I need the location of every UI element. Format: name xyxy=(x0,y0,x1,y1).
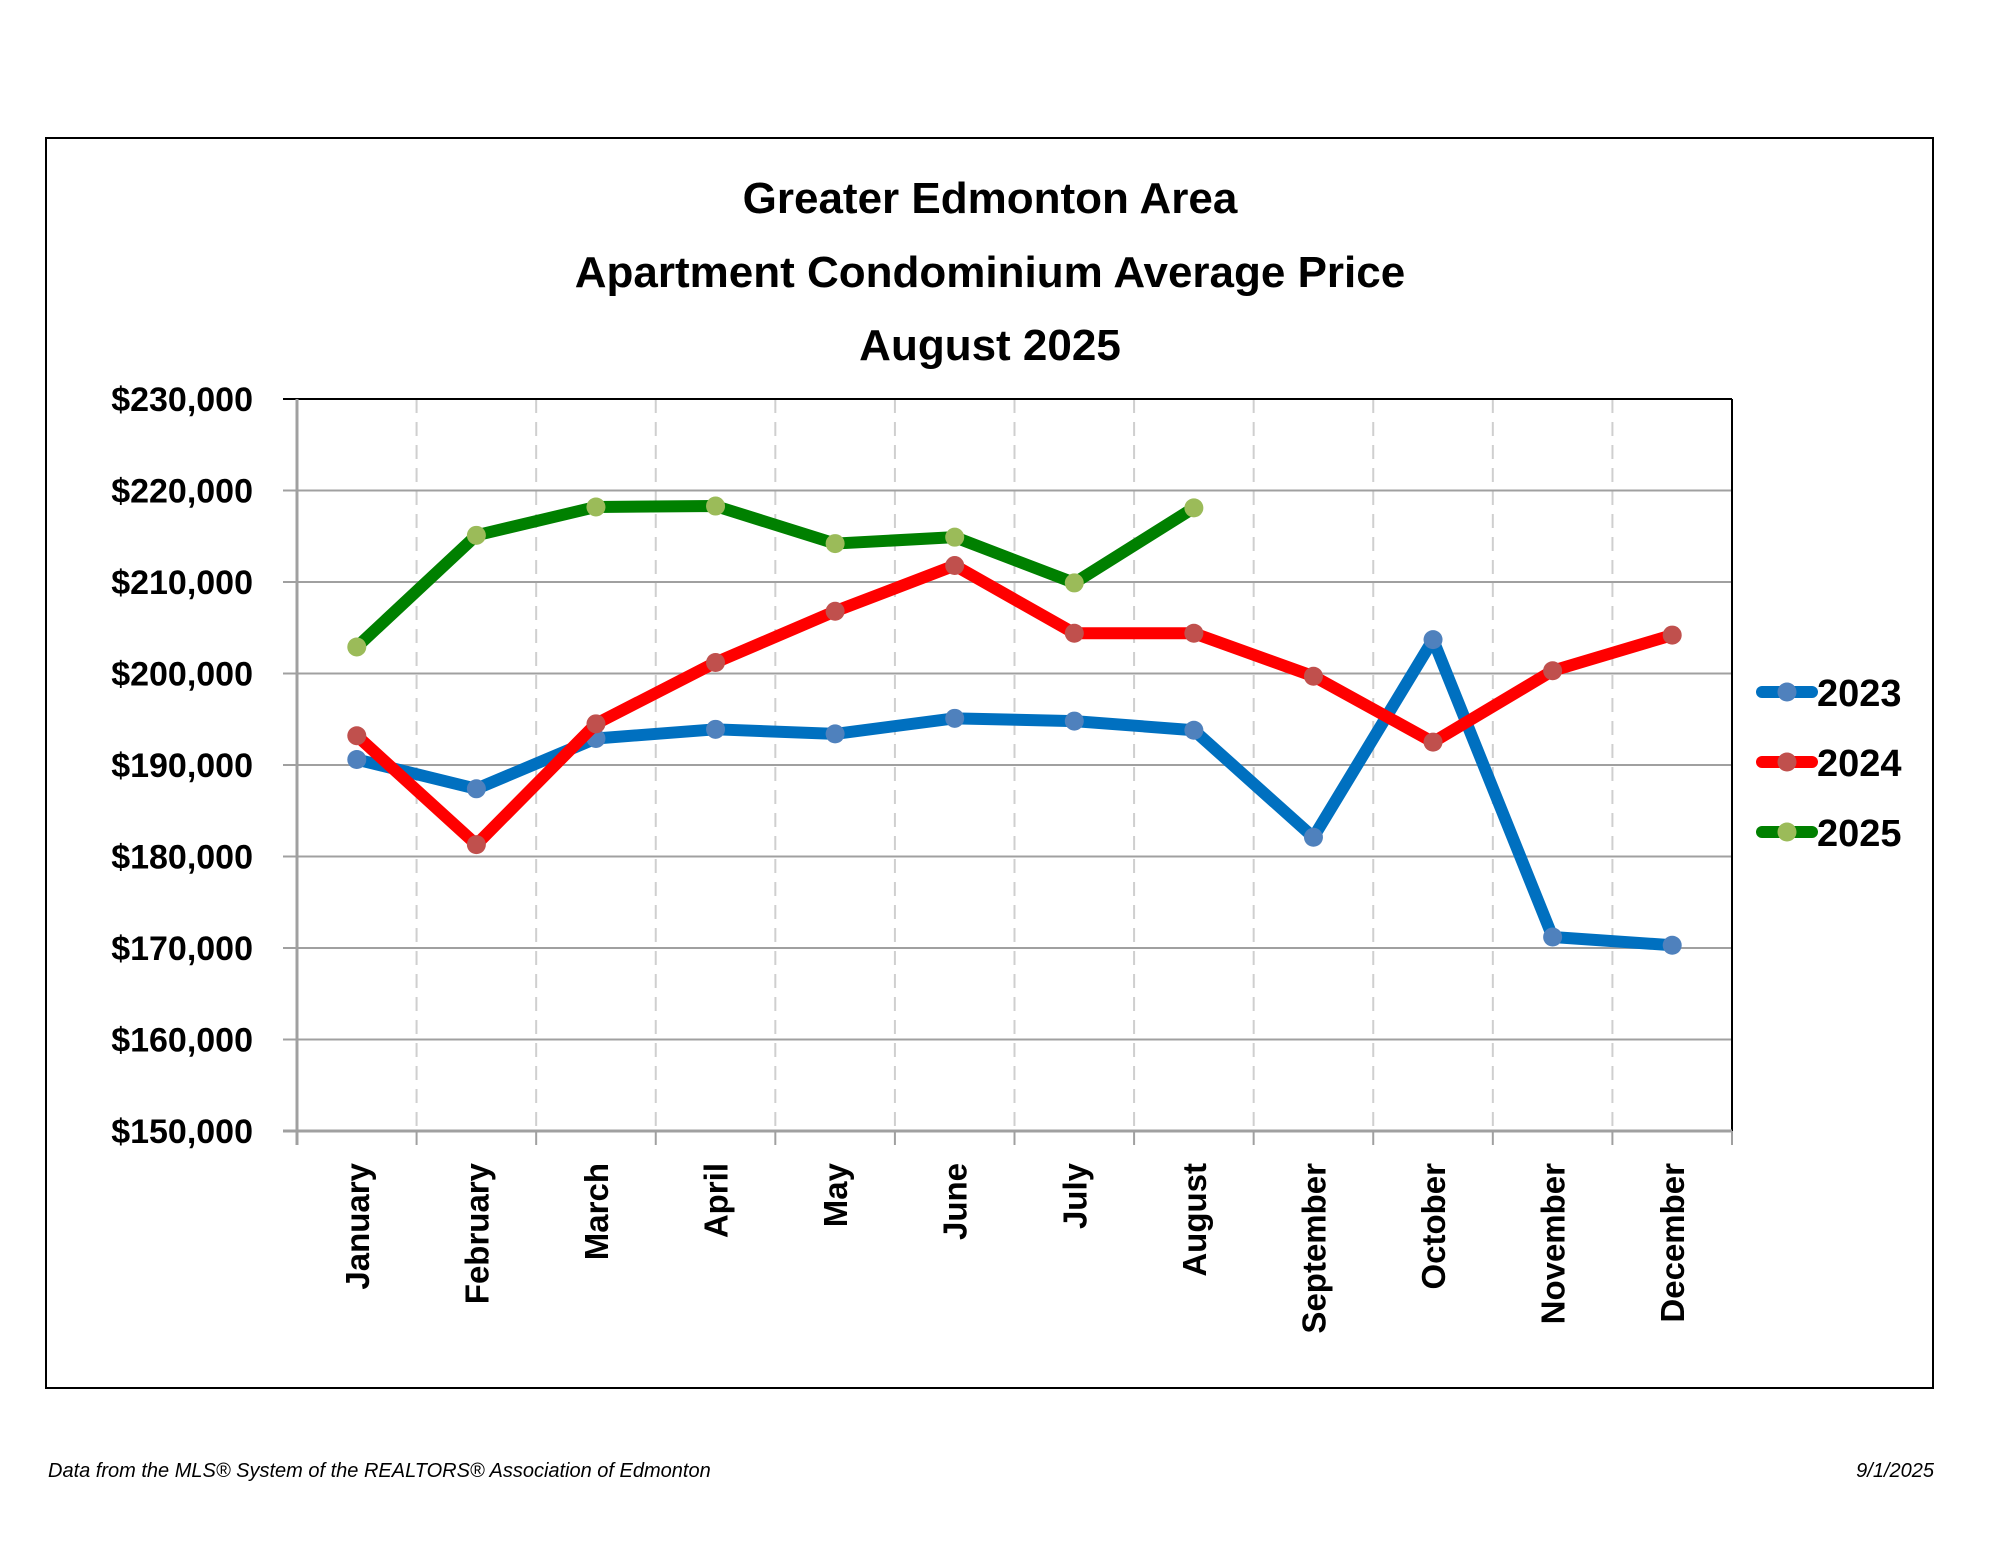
data-point xyxy=(1064,623,1084,643)
data-point xyxy=(347,750,367,770)
x-tick-label: April xyxy=(698,1163,735,1238)
data-point xyxy=(466,835,486,855)
legend-item-2023: 2023 xyxy=(1756,673,1902,715)
y-tick-label: $150,000 xyxy=(111,1113,253,1151)
data-point xyxy=(1423,732,1443,752)
y-tick-label: $180,000 xyxy=(111,839,253,877)
x-tick-label: October xyxy=(1415,1163,1452,1290)
data-point xyxy=(1303,666,1323,686)
series-line xyxy=(350,500,1200,653)
series-2024 xyxy=(347,556,1682,855)
title-line-2: Apartment Condominium Average Price xyxy=(575,248,1405,297)
x-tick-label: January xyxy=(339,1162,376,1289)
data-point xyxy=(1184,720,1204,740)
data-point xyxy=(1662,625,1682,645)
data-point xyxy=(945,556,965,576)
x-tick-label: September xyxy=(1295,1163,1332,1334)
title-line-3: August 2025 xyxy=(859,321,1121,370)
legend-marker-icon xyxy=(1777,682,1797,702)
y-tick-label: $170,000 xyxy=(111,930,253,968)
legend-item-2025: 2025 xyxy=(1756,813,1902,855)
data-point xyxy=(945,708,965,728)
x-tick-label: May xyxy=(817,1162,854,1227)
data-point xyxy=(347,726,367,746)
data-point xyxy=(945,527,965,547)
data-point xyxy=(825,534,845,554)
data-point xyxy=(1184,623,1204,643)
data-point xyxy=(586,497,606,517)
data-point xyxy=(586,714,606,734)
legend-label: 2023 xyxy=(1817,673,1902,715)
x-axis-tick-labels: January February March April May June July Augu… xyxy=(339,1162,1691,1333)
data-point xyxy=(825,601,845,621)
data-point xyxy=(1303,827,1323,847)
legend-marker-icon xyxy=(1777,752,1797,772)
y-tick-label: $230,000 xyxy=(111,381,253,419)
footer-source: Data from the MLS® System of the REALTOR… xyxy=(48,1460,711,1482)
x-tick-label: July xyxy=(1056,1162,1093,1229)
x-tick-label: March xyxy=(578,1163,615,1260)
y-tick-label: $160,000 xyxy=(111,1022,253,1060)
legend-item-2024: 2024 xyxy=(1756,743,1902,785)
data-point xyxy=(706,496,726,516)
x-tick-label: February xyxy=(458,1162,495,1304)
data-point xyxy=(706,719,726,739)
data-point xyxy=(1423,630,1443,650)
y-axis-tick-labels: $150,000 $160,000 $170,000 $180,000 $190,000… xyxy=(111,381,253,1151)
data-point xyxy=(706,653,726,673)
data-point xyxy=(347,637,367,657)
x-tick-label: June xyxy=(937,1163,974,1240)
legend: 2023 2024 2025 xyxy=(1756,673,1902,855)
data-point xyxy=(1064,573,1084,593)
data-point xyxy=(1662,935,1682,955)
footer-date: 9/1/2025 xyxy=(1856,1460,1934,1482)
x-tick-label: December xyxy=(1654,1163,1691,1323)
data-point xyxy=(466,779,486,799)
data-point xyxy=(1543,927,1563,947)
y-tick-label: $200,000 xyxy=(111,656,253,694)
data-point xyxy=(1064,711,1084,731)
data-point xyxy=(1543,661,1563,681)
series-2025 xyxy=(347,496,1204,657)
y-tick-label: $220,000 xyxy=(111,473,253,511)
y-tick-label: $190,000 xyxy=(111,747,253,785)
data-point xyxy=(825,724,845,744)
chart-title: Greater Edmonton Area Apartment Condomin… xyxy=(575,174,1405,370)
y-tick-label: $210,000 xyxy=(111,564,253,602)
title-line-1: Greater Edmonton Area xyxy=(743,174,1238,223)
x-tick-label: November xyxy=(1535,1163,1572,1325)
data-point xyxy=(466,525,486,545)
series-line xyxy=(350,559,1679,851)
legend-label: 2024 xyxy=(1817,743,1902,785)
axes xyxy=(283,399,1733,1145)
x-tick-label: August xyxy=(1176,1163,1213,1277)
legend-marker-icon xyxy=(1777,822,1797,842)
legend-label: 2025 xyxy=(1817,813,1902,855)
series-group xyxy=(347,496,1682,955)
data-point xyxy=(1184,498,1204,518)
